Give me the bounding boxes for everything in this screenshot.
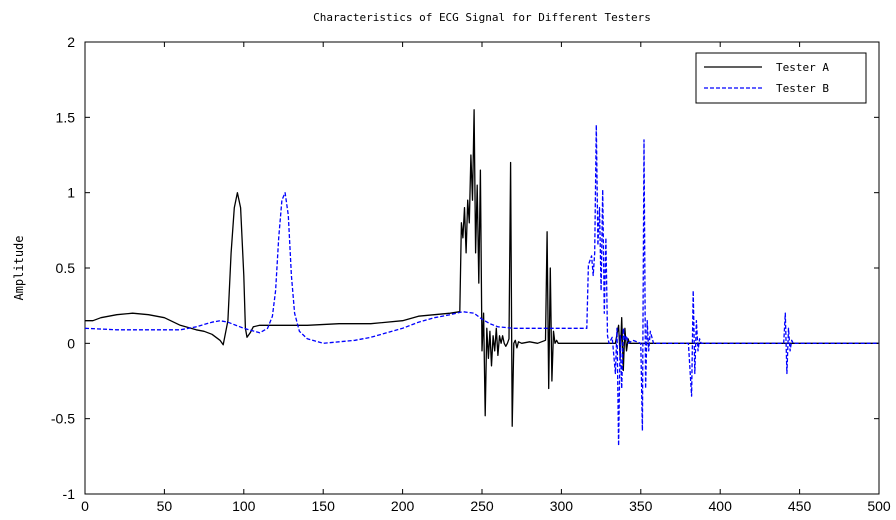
- legend-label: Tester A: [776, 61, 829, 74]
- x-tick-label: 450: [788, 498, 812, 514]
- x-tick-label: 500: [867, 498, 891, 514]
- chart-title: Characteristics of ECG Signal for Differ…: [313, 11, 651, 24]
- y-tick-label: -0.5: [51, 411, 75, 427]
- x-tick-label: 200: [391, 498, 415, 514]
- y-tick-label: 0: [67, 335, 75, 351]
- legend-box: [695, 52, 867, 104]
- axis-ticks: 0 50 100 150 200 250 300 350 400 450 500 -1 -0.5 0 0.5…: [51, 34, 891, 514]
- x-tick-label: 350: [629, 498, 653, 514]
- series-line-tester-a: [85, 109, 879, 427]
- plot-area: [84, 41, 880, 495]
- x-tick-label: 250: [470, 498, 494, 514]
- x-tick-label: 0: [81, 498, 89, 514]
- x-tick-label: 50: [157, 498, 173, 514]
- y-tick-label: 1.5: [56, 109, 76, 125]
- series-layer: [84, 109, 879, 447]
- y-tick-label: -1: [63, 486, 76, 502]
- y-tick-label: 1: [67, 185, 75, 201]
- y-tick-label: 2: [67, 34, 75, 50]
- y-tick-label: 0.5: [56, 260, 76, 276]
- series-line-tester-b: [84, 124, 879, 447]
- x-tick-label: 100: [232, 498, 256, 514]
- x-tick-label: 150: [312, 498, 336, 514]
- x-tick-label: 400: [709, 498, 733, 514]
- legend: Tester A Tester B: [695, 52, 867, 104]
- y-axis-label: Amplitude: [12, 235, 26, 300]
- x-tick-label: 300: [550, 498, 574, 514]
- legend-label: Tester B: [776, 82, 829, 95]
